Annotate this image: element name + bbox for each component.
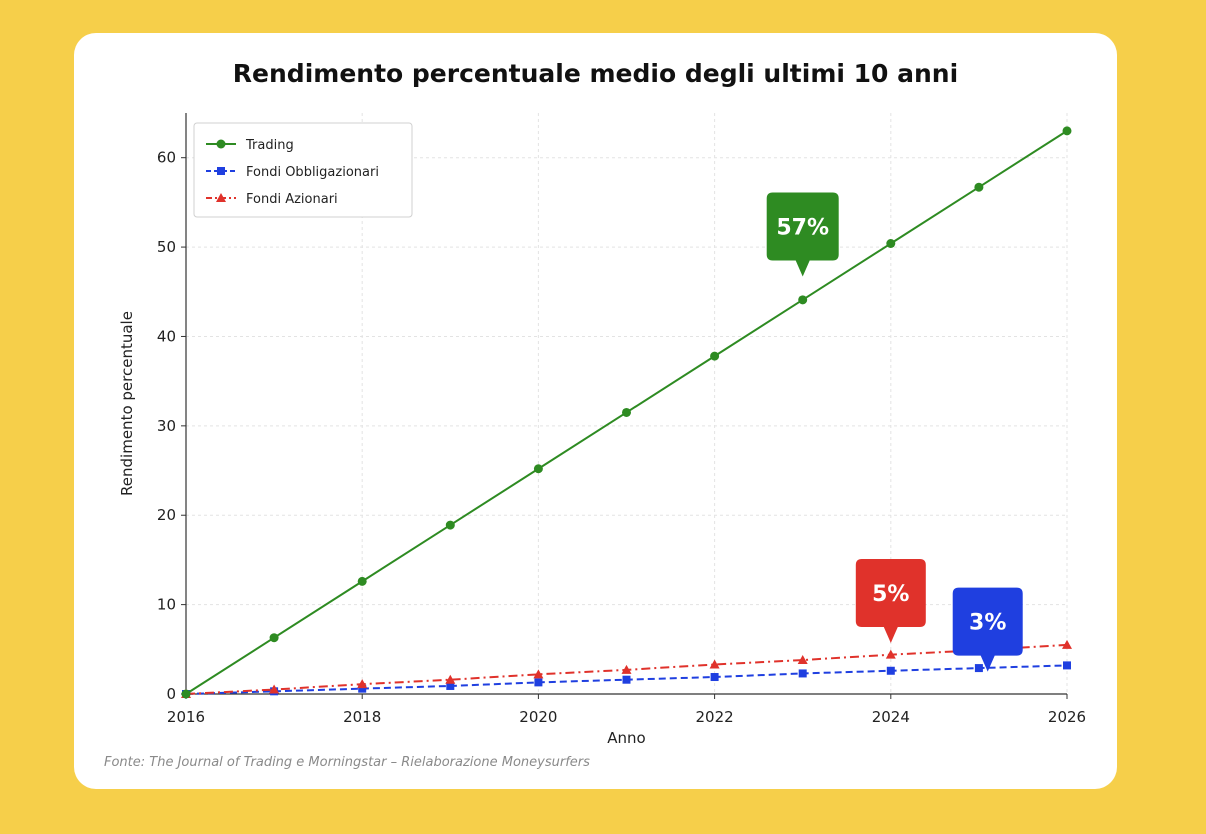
y-tick-label: 50: [157, 238, 176, 256]
data-point-trading: [886, 239, 896, 249]
x-tick-label: 2016: [167, 708, 205, 726]
data-point-trading: [445, 520, 455, 530]
data-point-trading: [974, 182, 984, 192]
data-point-fondi-azionari: [269, 684, 280, 694]
callout-bubble: [766, 192, 839, 277]
data-point-fondi-azionari: [357, 679, 368, 689]
data-point-fondi-azionari: [797, 655, 808, 665]
data-point-fondi-azionari: [709, 659, 720, 669]
data-point-trading: [533, 464, 543, 474]
data-point-fondi-obbligazionari: [1063, 661, 1071, 670]
source-note: Fonte: The Journal of Trading e Mornings…: [104, 755, 590, 770]
data-point-fondi-obbligazionari: [798, 669, 807, 678]
callout-bubble: [952, 587, 1023, 672]
data-point-fondi-obbligazionari: [446, 681, 455, 690]
callout-label: 3%: [969, 611, 1006, 636]
callout-bubble: [855, 558, 926, 643]
data-point-fondi-obbligazionari: [710, 673, 719, 682]
x-axis-title: Anno: [607, 729, 645, 747]
line-chart: 0 10 20 30 40 50 60 2016 2018 2020 2022 2024 2026 Ann…: [118, 113, 1086, 747]
data-point-fondi-azionari: [533, 669, 544, 679]
y-tick-label: 60: [157, 149, 176, 167]
data-point-fondi-obbligazionari: [974, 664, 983, 673]
legend-label: Fondi Azionari: [246, 192, 338, 207]
data-point-fondi-obbligazionari: [622, 675, 631, 684]
y-tick-label: 30: [157, 417, 176, 435]
x-tick-label: 2020: [519, 708, 557, 726]
data-point-trading: [1062, 126, 1072, 136]
legend-marker-fondi-azionari: [216, 193, 226, 202]
x-tick-label: 2024: [872, 708, 910, 726]
data-point-trading: [181, 689, 191, 699]
legend-label: Trading: [245, 138, 294, 153]
legend-box: [193, 122, 413, 218]
y-tick-label: 20: [157, 506, 176, 524]
data-point-fondi-obbligazionari: [534, 678, 543, 687]
legend-marker-trading: [216, 139, 226, 149]
data-point-fondi-azionari: [885, 649, 896, 659]
data-point-trading: [269, 633, 279, 643]
legend-marker-fondi-obbligazionari: [217, 167, 225, 175]
data-point-fondi-obbligazionari: [358, 684, 367, 693]
x-tick-label: 2022: [696, 708, 734, 726]
callout-label: 57%: [776, 215, 829, 240]
data-point-trading: [798, 295, 808, 305]
data-point-fondi-azionari: [1062, 639, 1072, 649]
x-tick-label: 2018: [343, 708, 381, 726]
data-point-trading: [357, 576, 367, 586]
data-point-fondi-azionari: [621, 664, 632, 674]
data-point-trading: [622, 407, 631, 417]
chart-title: Rendimento percentuale medio degli ultim…: [232, 59, 959, 88]
y-tick-label: 40: [157, 327, 176, 345]
data-point-fondi-azionari: [445, 674, 456, 684]
chart-card: Rendimento percentuale medio degli ultim…: [74, 33, 1117, 789]
y-axis-title: Rendimento percentuale: [118, 311, 136, 496]
callout-label: 5%: [872, 582, 909, 607]
y-tick-label: 10: [157, 596, 176, 614]
y-tick-label: 0: [166, 685, 176, 703]
x-tick-label: 2026: [1048, 708, 1086, 726]
data-point-fondi-obbligazionari: [886, 666, 895, 675]
data-point-trading: [710, 351, 720, 361]
legend-label: Fondi Obbligazionari: [246, 165, 379, 180]
